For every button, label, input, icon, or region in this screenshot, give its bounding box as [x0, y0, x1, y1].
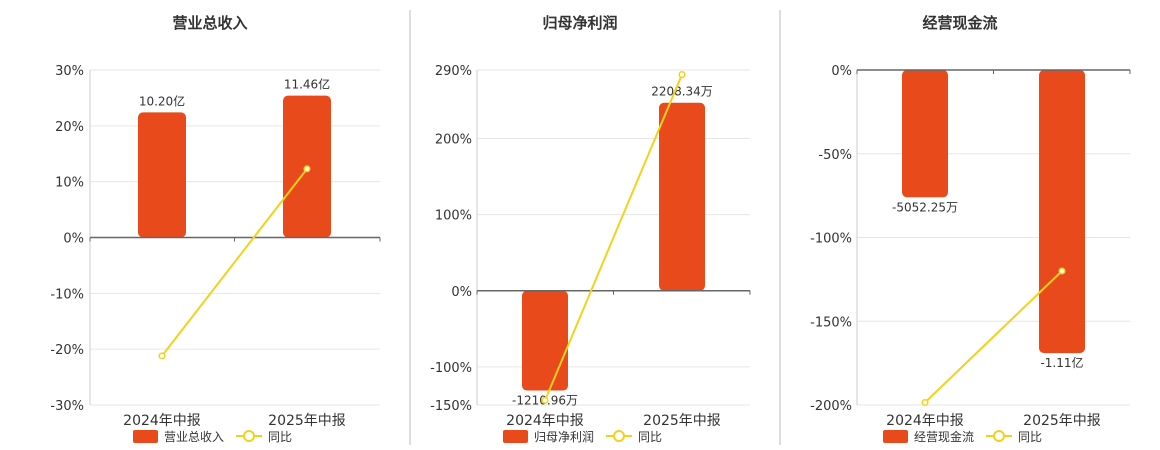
bar-data-label: 10.20亿 [139, 93, 185, 108]
chart-title: 归母净利润 [542, 14, 617, 32]
y-tick-label: -30% [50, 399, 84, 414]
bar-data-label: -1.11亿 [1040, 355, 1083, 370]
y-tick-label: -150% [430, 399, 472, 414]
x-category-label: 2024年中报 [886, 413, 964, 429]
legend-line-marker [243, 430, 255, 442]
bar-data-label: 2208.34万 [651, 85, 713, 99]
legend-line-marker [993, 430, 1005, 442]
x-category-label: 2025年中报 [1023, 413, 1101, 429]
y-tick-label: -20% [50, 343, 84, 358]
y-tick-label: -150% [810, 315, 852, 330]
legend-bar-label: 经营现金流 [914, 429, 974, 444]
legend-line-label: 同比 [268, 430, 292, 444]
y-tick-label: 290% [435, 64, 472, 79]
y-tick-label: 100% [435, 209, 472, 224]
chart-title: 经营现金流 [922, 14, 997, 32]
yoy-point [303, 165, 311, 173]
bar [138, 112, 186, 238]
legend-bar-label: 营业总收入 [164, 430, 224, 444]
x-category-label: 2025年中报 [643, 413, 721, 429]
legend-line-label: 同比 [638, 430, 662, 444]
legend-bar-swatch [133, 430, 158, 443]
y-tick-label: 0% [831, 64, 852, 79]
bar [659, 102, 705, 291]
y-tick-label: 200% [435, 133, 472, 148]
x-category-label: 2024年中报 [506, 413, 584, 429]
y-tick-label: -100% [430, 361, 472, 376]
yoy-line [924, 270, 1063, 404]
legend-bar-swatch [883, 430, 908, 443]
x-category-label: 2024年中报 [123, 413, 201, 429]
y-tick-label: 0% [451, 285, 472, 300]
legend-bar-swatch [503, 430, 528, 443]
y-tick-label: 20% [55, 120, 84, 135]
yoy-point [921, 398, 929, 407]
bar-data-label: 11.46亿 [284, 77, 330, 92]
x-category-label: 2025年中报 [268, 413, 346, 429]
y-tick-label: -200% [810, 399, 852, 414]
legend-line-label: 同比 [1018, 430, 1042, 444]
legend-line-marker [613, 430, 625, 442]
y-tick-label: -100% [810, 232, 852, 247]
bar [522, 290, 568, 391]
chart-title: 营业总收入 [172, 14, 247, 32]
y-tick-label: 10% [55, 176, 84, 191]
yoy-point [1058, 267, 1066, 275]
yoy-point [541, 396, 549, 404]
yoy-line [161, 168, 308, 357]
bar [902, 70, 948, 198]
y-tick-label: 30% [55, 64, 84, 79]
yoy-point [158, 352, 166, 360]
bar-data-label: -5052.25万 [892, 200, 958, 214]
yoy-point [678, 71, 686, 79]
y-tick-label: 0% [63, 232, 84, 247]
legend-bar-label: 归母净利润 [534, 430, 594, 444]
yoy-line [544, 74, 683, 401]
y-tick-label: -10% [50, 287, 84, 302]
y-tick-label: -50% [818, 148, 852, 163]
bar [1039, 70, 1085, 354]
